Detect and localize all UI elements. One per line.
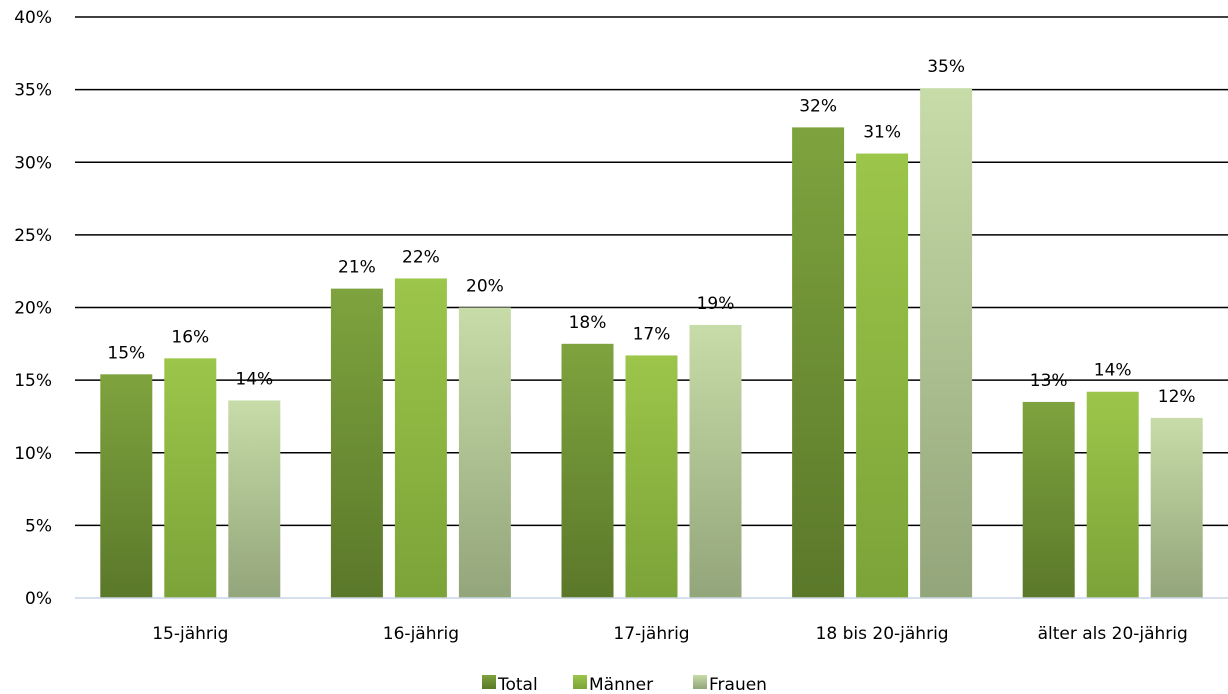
y-tick-label: 35% [14, 81, 52, 101]
y-tick-label: 10% [14, 444, 52, 464]
legend-label: Frauen [709, 675, 767, 694]
bar-total [561, 343, 614, 598]
x-category-label: 17-jährig [613, 624, 689, 644]
data-label: 15% [107, 343, 145, 363]
y-tick-label: 0% [25, 589, 52, 609]
y-tick-label: 25% [14, 226, 52, 246]
data-label: 35% [927, 57, 965, 77]
legend: Total Männer Frauen [482, 675, 767, 694]
data-label: 16% [171, 327, 209, 347]
data-label: 14% [235, 369, 273, 389]
data-label: 17% [633, 324, 671, 344]
legend-swatch-männer [573, 675, 587, 689]
data-label: 19% [697, 294, 735, 314]
data-label: 18% [569, 313, 607, 333]
bar-frauen [228, 400, 281, 598]
x-axis: 15-jährig 16-jährig 17-jährig 18 bis 20-jäh… [75, 597, 1228, 644]
legend-swatch-frauen [693, 675, 707, 689]
bar-männer [394, 278, 447, 598]
data-label: 20% [466, 277, 504, 297]
x-category-label: 15-jährig [152, 624, 228, 644]
bar-männer [1086, 391, 1139, 598]
y-tick-label: 15% [14, 371, 52, 391]
bar-männer [164, 358, 217, 598]
data-label: 22% [402, 247, 440, 267]
data-label: 12% [1158, 387, 1196, 407]
y-tick-label: 30% [14, 153, 52, 173]
legend-label: Total [497, 675, 538, 694]
data-label: 21% [338, 258, 376, 278]
x-category-label: 18 bis 20-jährig [816, 624, 949, 644]
bar-frauen [920, 88, 973, 599]
data-label: 31% [863, 123, 901, 143]
bar-frauen [458, 307, 511, 598]
y-tick-label: 40% [14, 8, 52, 28]
bar-männer [856, 153, 909, 598]
bar-männer [625, 355, 678, 598]
data-label: 13% [1030, 371, 1068, 391]
legend-swatch-total [482, 675, 496, 689]
data-label: 32% [799, 96, 837, 116]
bar-frauen [689, 324, 742, 598]
y-tick-label: 20% [14, 299, 52, 319]
legend-label: Männer [589, 675, 653, 694]
y-axis-ticks: 0% 5% 10% 15% 20% 25% 30% 35% 40% [14, 8, 52, 609]
bar-total [100, 374, 153, 598]
bars [100, 88, 1203, 599]
bar-total [792, 127, 845, 598]
data-label: 14% [1094, 361, 1132, 381]
bar-frauen [1150, 417, 1203, 598]
x-category-label: älter als 20-jährig [1038, 624, 1188, 644]
bar-total [330, 288, 383, 598]
x-category-label: 16-jährig [383, 624, 459, 644]
data-labels: 15% 16% 14% 21% 22% 20% 18% 17% 19% 32% 31% 35% 13% 1… [107, 57, 1195, 407]
y-tick-label: 5% [25, 516, 52, 536]
bar-total [1022, 401, 1075, 598]
